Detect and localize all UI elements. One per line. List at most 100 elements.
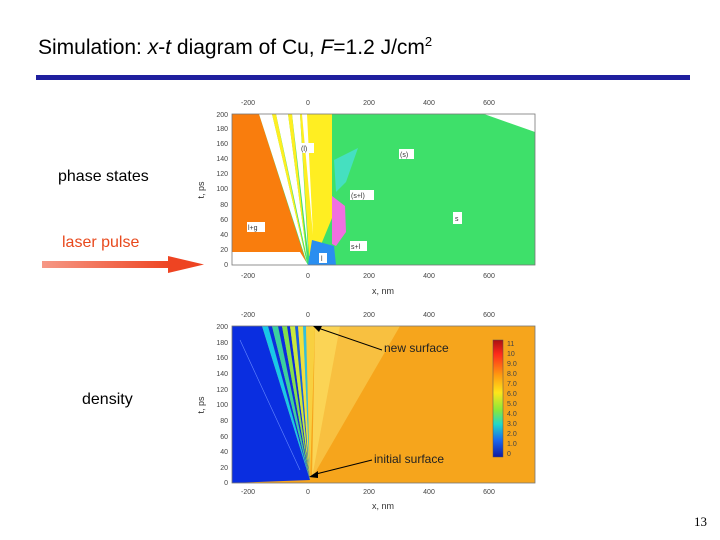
top-x-tick: 200	[363, 100, 375, 107]
bottom-x-tick-top: 0	[306, 312, 310, 319]
bottom-y-tick: 100	[216, 402, 228, 409]
top-y-tick: 20	[220, 247, 228, 254]
laser-arrow-head	[168, 256, 204, 273]
liquid-stripe	[288, 114, 307, 258]
ablation-stripe	[276, 114, 307, 258]
bottom-y-tick: 20	[220, 465, 228, 472]
bottom-y-tick: 80	[220, 418, 228, 425]
bottom-y-tick: 180	[216, 340, 228, 347]
colorbar-tick: 11	[507, 341, 514, 348]
region-label-box	[399, 149, 414, 159]
bottom-x-tick-top: 200	[363, 312, 375, 319]
bottom-y-tick: 140	[216, 371, 228, 378]
ablation-stripe	[292, 114, 308, 252]
top-y-tick: 100	[216, 186, 228, 193]
region-label-s: (s)	[400, 152, 408, 159]
density-streak	[239, 339, 301, 471]
top-y-tick: 60	[220, 217, 228, 224]
density-label: density	[82, 391, 133, 408]
bottom-y-tick: 60	[220, 434, 228, 441]
bottom-y-tick: 160	[216, 355, 228, 362]
top-y-tick: 120	[216, 171, 228, 178]
top-y-tick: 160	[216, 141, 228, 148]
transition-region	[308, 240, 336, 265]
phase-diagram-plot: (l) (s) (s+l) l+g s+l s l -200 0 200 400…	[196, 100, 536, 296]
region-label-box	[247, 222, 265, 232]
title-prefix: Simulation:	[38, 36, 148, 59]
initial-surface-pointer	[315, 459, 373, 475]
laser-arrow	[42, 256, 204, 273]
colorbar-tick: 0	[507, 451, 511, 458]
colorbar-tick: 10	[507, 351, 515, 358]
region-label-box	[350, 241, 367, 251]
top-x-tick-bottom: 0	[306, 273, 310, 280]
density-plot: 11 10 9.0 8.0 7.0 6.0 5.0 4.0 3.0 2.0 1.…	[196, 312, 536, 511]
ablation-stripe	[259, 114, 307, 263]
colorbar-tick: 1.0	[507, 441, 517, 448]
bottom-x-tick: -200	[241, 489, 255, 496]
bottom-y-tick: 0	[224, 480, 228, 487]
title-middle: diagram of Cu,	[171, 36, 321, 59]
region-label-l-plus-g: l+g	[248, 225, 258, 232]
region-label-box	[453, 212, 462, 224]
bottom-x-tick: 400	[423, 489, 435, 496]
top-x-tick: -200	[241, 100, 255, 107]
density-zone	[312, 326, 340, 478]
laser-arrow-shaft	[42, 261, 170, 268]
density-zone	[312, 326, 400, 478]
colorbar-tick: 9.0	[507, 361, 517, 368]
title-x: x	[147, 36, 159, 59]
top-y-tick: 80	[220, 202, 228, 209]
ablation-streaks	[262, 326, 315, 480]
solid-liquid-region	[332, 196, 346, 246]
new-surface-arrowhead	[313, 326, 322, 332]
new-surface-pointer	[317, 327, 383, 351]
title-dash: -	[158, 36, 166, 59]
colorbar-tick: 6.0	[507, 391, 517, 398]
initial-surface-label: initial surface	[374, 452, 444, 466]
liquid-stripe	[272, 114, 307, 263]
title-value: =1.2 J/cm	[333, 36, 425, 59]
solid-interface	[334, 148, 358, 192]
new-surface-label: new surface	[384, 341, 449, 355]
region-label-box	[319, 253, 327, 263]
top-x-tick: 400	[423, 100, 435, 107]
bottom-y-tick: 40	[220, 449, 228, 456]
bottom-x-tick-top: -200	[241, 312, 255, 319]
region-label-box	[350, 190, 374, 200]
top-y-tick: 180	[216, 126, 228, 133]
colorbar-tick: 2.0	[507, 431, 517, 438]
upper-right-corner	[484, 114, 535, 132]
top-x-tick-bottom: -200	[241, 273, 255, 280]
top-y-tick: 0	[224, 262, 228, 269]
colorbar-tick: 4.0	[507, 411, 517, 418]
region-label-l: (l)	[301, 146, 307, 153]
top-x-tick-bottom: 600	[483, 273, 495, 280]
top-x-tick-bottom: 400	[423, 273, 435, 280]
colorbar-tick: 8.0	[507, 371, 517, 378]
title-rule	[36, 75, 690, 80]
bottom-x-tick: 200	[363, 489, 375, 496]
colorbar-tick: 7.0	[507, 381, 517, 388]
region-label-s-plus-l-lower: s+l	[351, 244, 361, 251]
density-plot-frame	[231, 325, 536, 484]
top-y-tick: 40	[220, 232, 228, 239]
title-f: F	[320, 36, 334, 59]
top-x-tick-bottom: 200	[363, 273, 375, 280]
title-t: t	[165, 36, 172, 59]
laser-pulse-label: laser pulse	[62, 234, 140, 251]
top-x-axis-label: x, nm	[372, 286, 394, 296]
colorbar-tick: 3.0	[507, 421, 517, 428]
bottom-y-tick: 120	[216, 387, 228, 394]
vapor-gap	[232, 252, 308, 265]
bottom-x-tick: 0	[306, 489, 310, 496]
top-x-tick: 600	[483, 100, 495, 107]
initial-surface-arrowhead	[309, 471, 318, 478]
top-x-tick: 0	[306, 100, 310, 107]
top-y-axis-label: t, ps	[196, 181, 206, 199]
region-label-s-plus-l: (s+l)	[351, 193, 365, 200]
phase-states-label: phase states	[58, 168, 149, 185]
region-label-liquid: l	[321, 256, 323, 263]
slide-number: 13	[694, 514, 707, 529]
phase-plot-frame	[231, 113, 536, 266]
